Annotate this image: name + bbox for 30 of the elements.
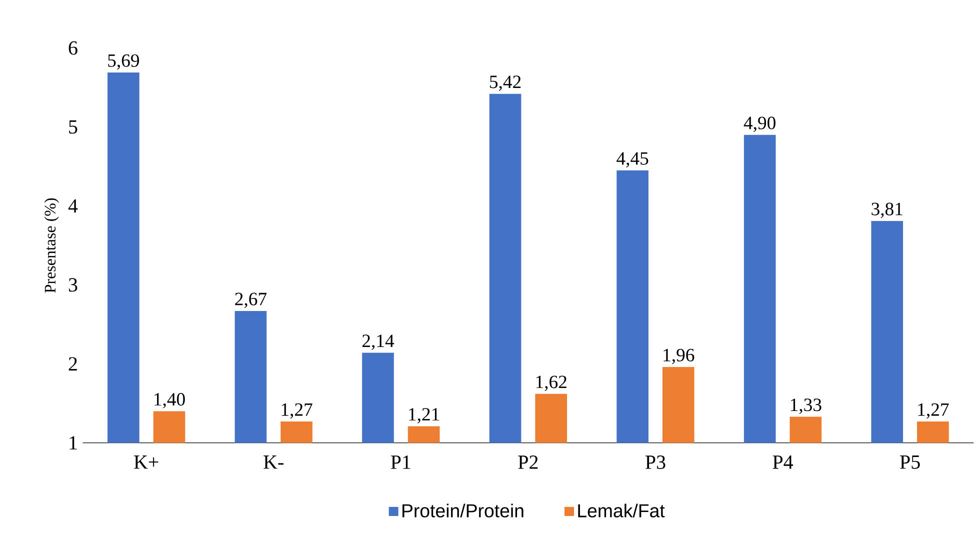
data-label: 1,33 xyxy=(790,398,822,414)
data-label: 3,81 xyxy=(872,202,902,218)
data-label: 2,14 xyxy=(362,334,394,350)
y-tick-label: 3 xyxy=(68,278,78,292)
x-tick-label: K- xyxy=(264,455,284,469)
legend-label: Protein/Protein xyxy=(402,504,524,518)
x-tick-label: K+ xyxy=(134,455,158,469)
x-tick-label: P3 xyxy=(645,455,666,469)
y-axis-title: Presentase (%) xyxy=(44,198,59,293)
x-tick-label: P4 xyxy=(772,455,793,469)
data-label: 4,90 xyxy=(744,116,776,132)
data-label: 1,40 xyxy=(154,392,185,408)
y-tick-label: 4 xyxy=(68,199,78,212)
data-label: 1,21 xyxy=(409,408,440,424)
data-label: 5,42 xyxy=(490,76,521,91)
data-label: 1,96 xyxy=(664,348,694,364)
y-tick-label: 6 xyxy=(68,41,78,55)
data-label: 5,69 xyxy=(108,54,140,70)
x-tick-label: P5 xyxy=(900,455,920,469)
y-tick-label: 1 xyxy=(70,436,77,450)
data-label: 1,27 xyxy=(918,403,949,418)
data-label: 4,45 xyxy=(616,152,648,168)
y-tick-label: 2 xyxy=(68,357,77,370)
y-tick-label: 5 xyxy=(69,120,78,134)
data-label: 2,67 xyxy=(235,292,267,308)
data-label: 1,62 xyxy=(536,376,566,391)
legend-label: Lemak/Fat xyxy=(578,504,665,518)
x-tick-label: P2 xyxy=(518,455,538,469)
data-label: 1,27 xyxy=(282,403,312,418)
x-tick-label: P1 xyxy=(390,455,410,469)
